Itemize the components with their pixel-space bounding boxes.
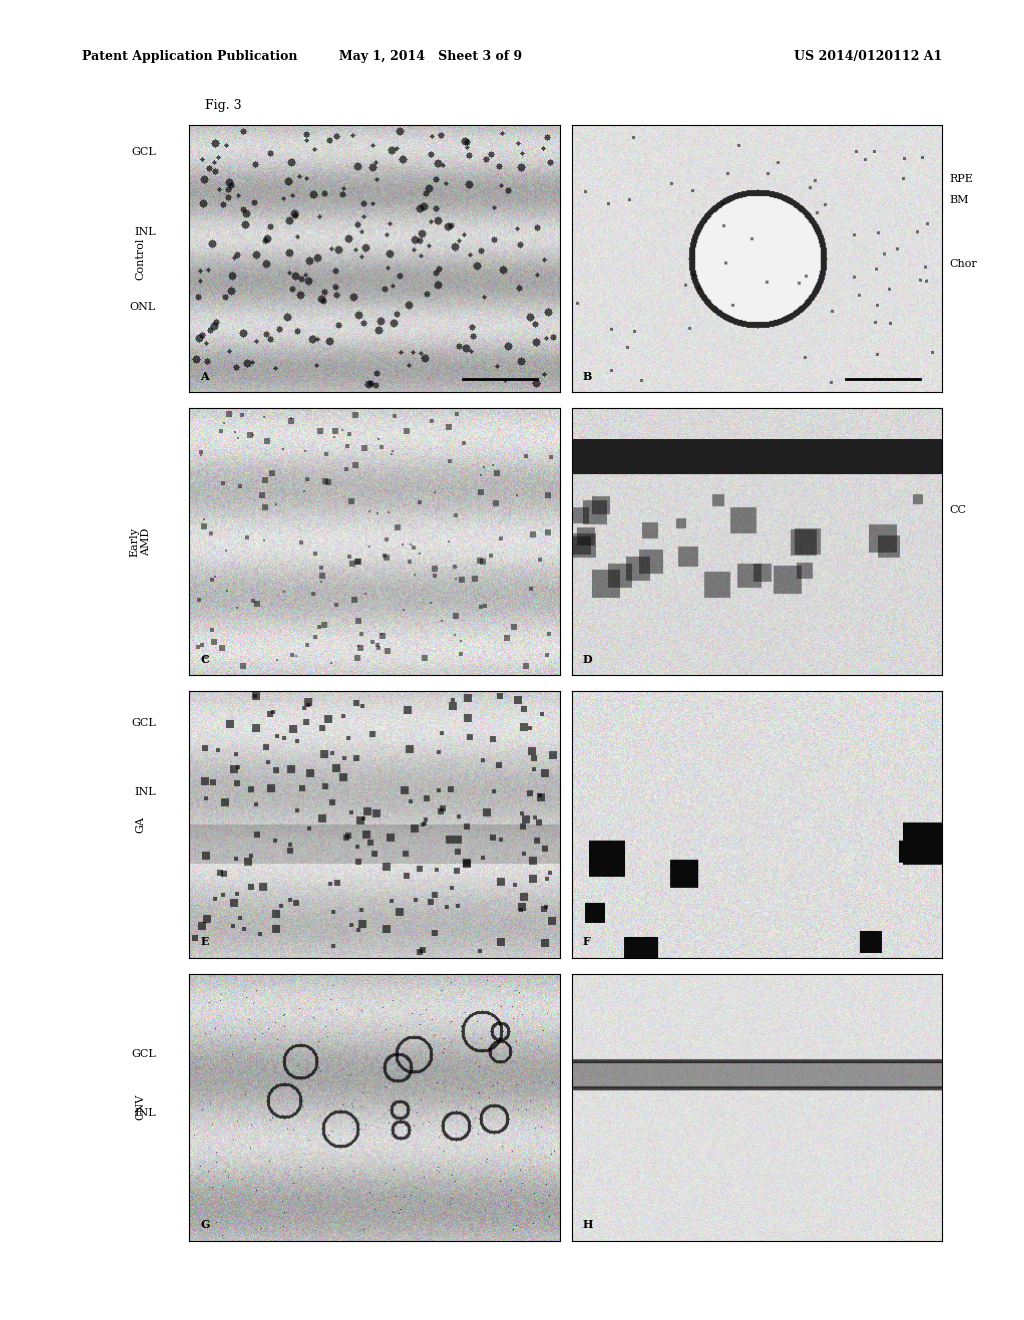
Text: Chor: Chor	[949, 259, 977, 269]
Text: H: H	[583, 1220, 593, 1230]
Text: GA: GA	[135, 816, 145, 833]
Text: CC: CC	[949, 504, 967, 515]
Text: INL: INL	[134, 788, 156, 797]
Text: GCL: GCL	[131, 147, 156, 157]
Text: Control: Control	[135, 238, 145, 280]
Text: BM: BM	[949, 195, 969, 205]
Text: G: G	[201, 1220, 210, 1230]
Text: Fig. 3: Fig. 3	[205, 99, 242, 112]
Text: US 2014/0120112 A1: US 2014/0120112 A1	[794, 50, 942, 63]
Text: May 1, 2014   Sheet 3 of 9: May 1, 2014 Sheet 3 of 9	[339, 50, 521, 63]
Text: GCL: GCL	[131, 1049, 156, 1059]
Text: F: F	[583, 936, 591, 948]
Text: A: A	[201, 371, 209, 381]
Text: GCL: GCL	[131, 718, 156, 729]
Text: Early
AMD: Early AMD	[129, 527, 152, 557]
Text: CNV: CNV	[135, 1094, 145, 1121]
Text: ONL: ONL	[130, 302, 156, 312]
Text: E: E	[201, 936, 209, 948]
Text: B: B	[583, 371, 593, 381]
Text: D: D	[583, 653, 593, 664]
Text: Patent Application Publication: Patent Application Publication	[82, 50, 297, 63]
Text: INL: INL	[134, 1107, 156, 1118]
Text: INL: INL	[134, 227, 156, 238]
Text: RPE: RPE	[949, 174, 974, 183]
Text: C: C	[201, 653, 210, 664]
